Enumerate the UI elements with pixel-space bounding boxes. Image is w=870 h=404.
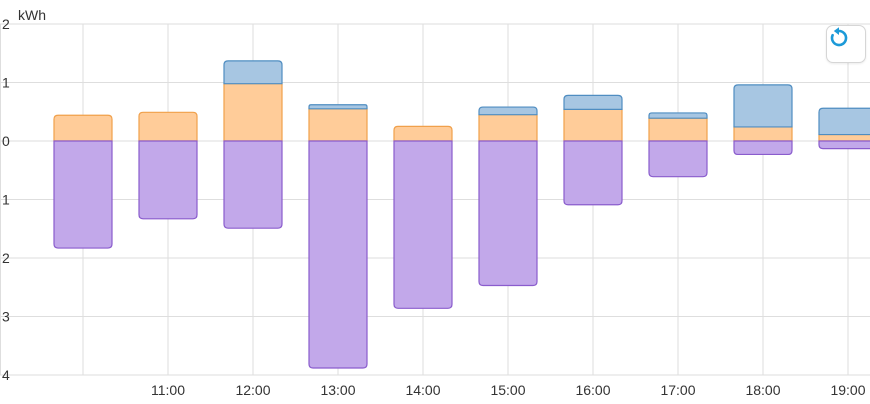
bar-segment xyxy=(818,107,870,136)
bars xyxy=(53,60,870,369)
bar-segment xyxy=(563,94,623,111)
bar-segment xyxy=(563,140,623,206)
x-tick-label: 18:00 xyxy=(745,382,780,398)
y-tick-label: 1 xyxy=(2,192,10,208)
bar-segment xyxy=(818,133,870,142)
y-tick-label: 1 xyxy=(2,75,10,91)
y-tick-label: 2 xyxy=(2,250,10,266)
bar-segment xyxy=(223,83,283,142)
bar-segment xyxy=(138,140,198,220)
bar-segment xyxy=(393,140,453,309)
bar-segment xyxy=(648,112,708,119)
y-axis-labels: 2 1 0 1 2 3 4 xyxy=(2,16,10,383)
bar-segment xyxy=(733,84,793,128)
bar-segment xyxy=(733,126,793,142)
bar-group xyxy=(223,60,283,229)
x-axis-labels: 11:00 12:00 13:00 14:00 15:00 16:00 17:00 18:00… xyxy=(151,382,866,398)
x-tick-label: 19:00 xyxy=(830,382,865,398)
bar-segment xyxy=(308,108,368,142)
y-tick-label: 2 xyxy=(2,16,10,32)
x-tick-label: 13:00 xyxy=(320,382,355,398)
bar-group xyxy=(648,112,708,178)
x-tick-label: 12:00 xyxy=(235,382,270,398)
bar-group xyxy=(563,94,623,206)
bar-segment xyxy=(818,140,870,150)
bar-segment xyxy=(478,140,538,287)
bar-segment xyxy=(53,140,113,249)
x-tick-label: 16:00 xyxy=(575,382,610,398)
bar-group xyxy=(308,104,368,369)
reset-zoom-button[interactable] xyxy=(826,25,866,63)
bar-segment xyxy=(308,140,368,369)
bar-segment xyxy=(563,108,623,142)
bar-segment xyxy=(478,106,538,116)
y-tick-label: 0 xyxy=(2,133,10,149)
reset-zoom-icon xyxy=(830,27,848,47)
bar-segment xyxy=(648,140,708,178)
y-tick-label: 4 xyxy=(2,367,10,383)
bar-segment xyxy=(308,104,368,110)
bar-group xyxy=(478,106,538,287)
x-tick-label: 11:00 xyxy=(151,382,185,398)
bar-segment xyxy=(53,114,113,142)
bar-segment xyxy=(393,125,453,142)
bar-segment xyxy=(648,117,708,142)
y-tick-label: 3 xyxy=(2,309,10,325)
bar-group xyxy=(393,125,453,309)
x-tick-label: 15:00 xyxy=(490,382,525,398)
bar-segment xyxy=(478,114,538,142)
bar-group xyxy=(818,107,870,150)
bar-segment xyxy=(223,140,283,229)
bar-segment xyxy=(733,140,793,156)
bar-segment xyxy=(138,111,198,142)
x-tick-label: 17:00 xyxy=(660,382,695,398)
y-axis-unit: kWh xyxy=(18,7,46,23)
bar-group xyxy=(138,111,198,220)
bar-group xyxy=(733,84,793,156)
x-tick-label: 14:00 xyxy=(405,382,440,398)
bar-group xyxy=(53,114,113,249)
bar-segment xyxy=(223,60,283,85)
